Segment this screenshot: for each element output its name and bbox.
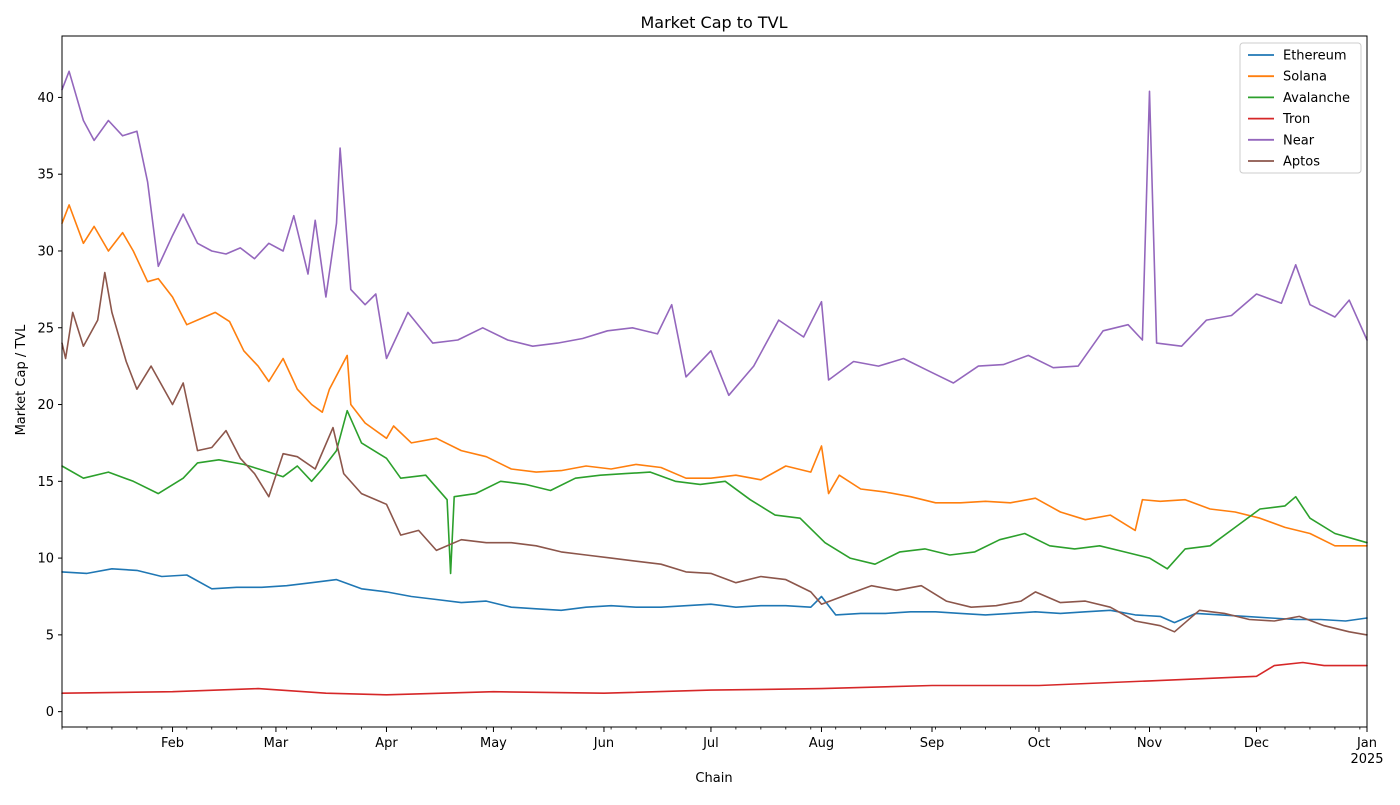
legend-label-aptos: Aptos — [1283, 155, 1320, 170]
chart-title: Market Cap to TVL — [640, 13, 787, 32]
legend: Ethereum Solana Avalanche Tron Near Aptos — [1239, 42, 1362, 174]
x-tick-label: Jul — [702, 736, 719, 751]
x-tick-label: Dec — [1244, 736, 1269, 751]
series-line-aptos — [61, 271, 1368, 636]
series-line-avalanche — [61, 409, 1368, 575]
y-axis-label: Market Cap / TVL — [14, 324, 29, 436]
plot-area — [61, 70, 1368, 696]
legend-label-near: Near — [1283, 133, 1315, 148]
x-tick-label: Sep — [920, 736, 945, 751]
legend-label-solana: Solana — [1283, 70, 1327, 85]
series-line-solana — [61, 204, 1368, 547]
x-tick-label: May — [480, 736, 507, 751]
legend-label-tron: Tron — [1282, 112, 1310, 127]
y-tick-label: 5 — [46, 628, 54, 643]
x-axis-label: Chain — [695, 771, 732, 786]
x-tick-label: Apr — [375, 736, 398, 751]
axes-frame — [61, 35, 1368, 728]
y-tick-label: 15 — [37, 475, 54, 490]
x-tick-sublabel: 2025 — [1350, 752, 1383, 767]
x-tick-label: Oct — [1028, 736, 1050, 751]
y-tick-label: 25 — [37, 321, 54, 336]
x-tick-label: Jun — [593, 736, 614, 751]
y-tick-label: 10 — [37, 552, 54, 567]
series-line-ethereum — [61, 567, 1368, 624]
x-tick-label: Jan — [1356, 736, 1377, 751]
y-tick-label: 0 — [46, 705, 54, 720]
y-tick-label: 40 — [37, 91, 54, 106]
y-tick-label: 35 — [37, 168, 54, 183]
x-tick-label: Nov — [1137, 736, 1163, 751]
legend-label-avalanche: Avalanche — [1283, 91, 1350, 106]
series-line-tron — [61, 661, 1368, 696]
x-tick-label: Feb — [161, 736, 184, 751]
series-line-near — [61, 70, 1368, 397]
y-tick-label: 20 — [37, 398, 54, 413]
x-tick-label: Aug — [809, 736, 834, 751]
x-tick-label: Mar — [264, 736, 289, 751]
y-tick-label: 30 — [37, 244, 54, 259]
legend-label-ethereum: Ethereum — [1283, 49, 1347, 64]
